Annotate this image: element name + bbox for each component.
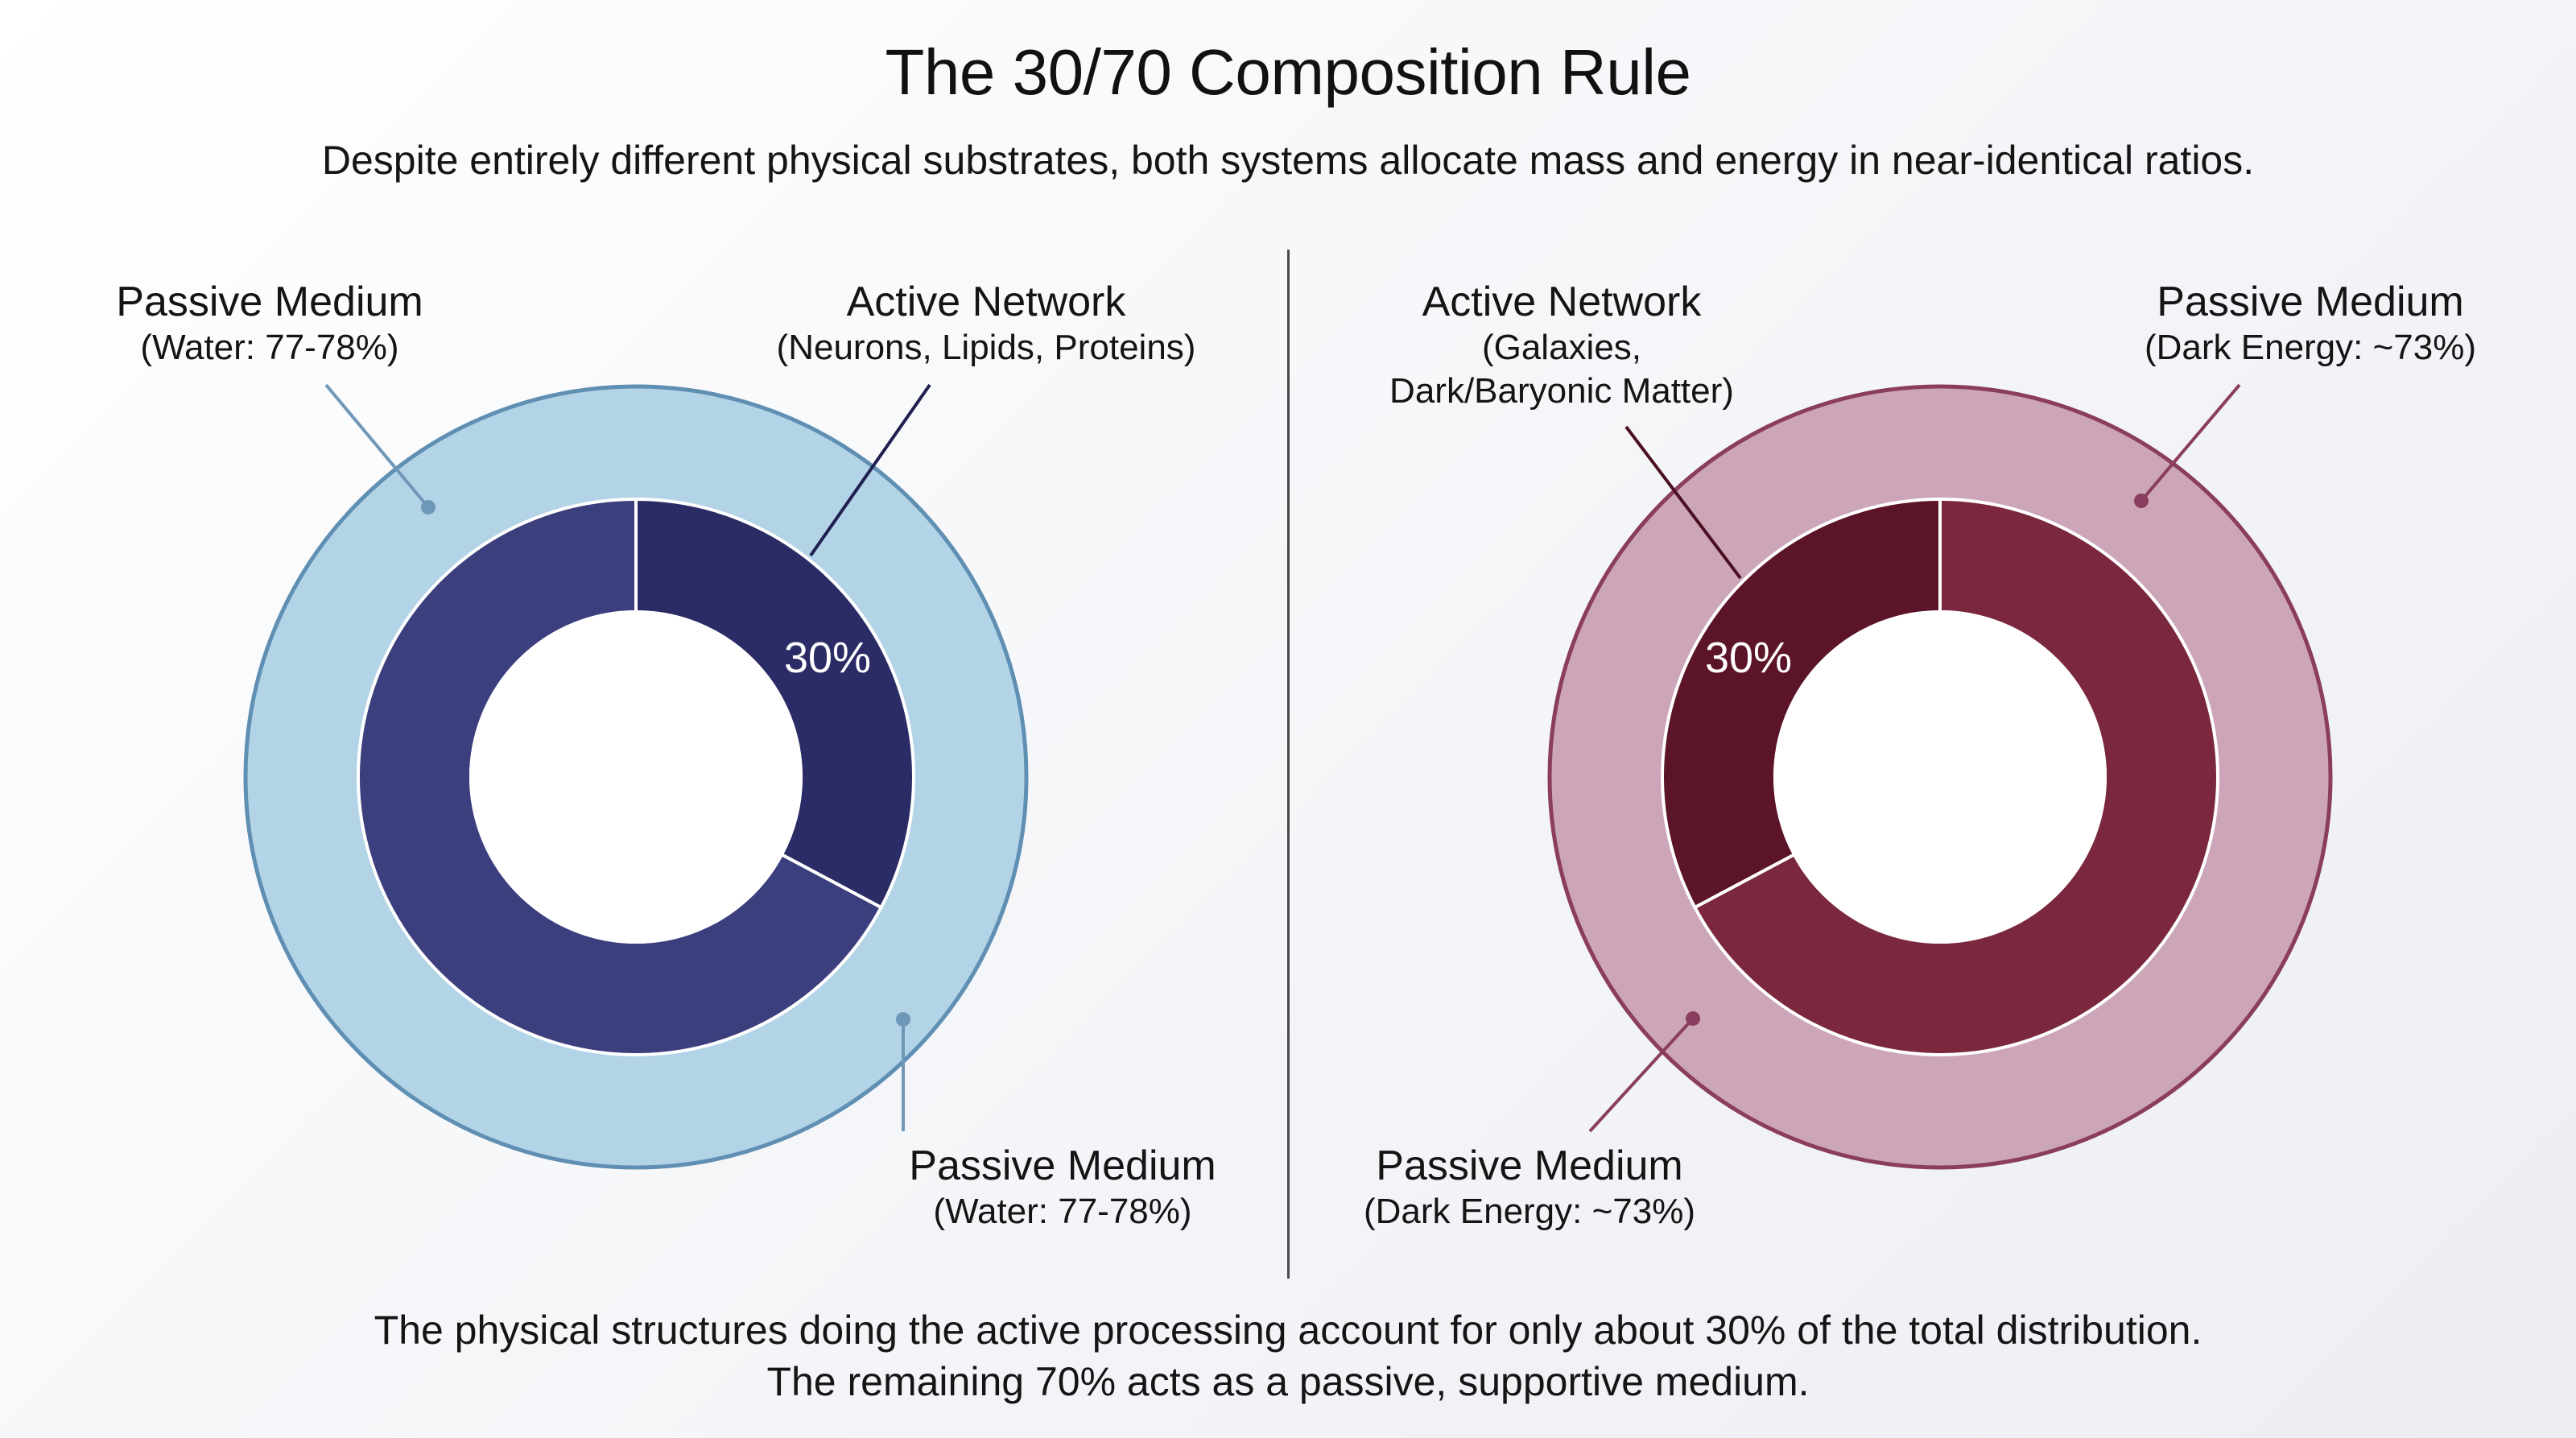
footer-line-2: The remaining 70% acts as a passive, sup…: [766, 1359, 1810, 1404]
left-label-outer-bottom: Passive Medium (Water: 77-78%): [909, 1143, 1216, 1231]
left-leader-outer-top: [324, 383, 430, 509]
right-label-outer-bottom: Passive Medium (Dark Energy: ~73%): [1363, 1143, 1696, 1231]
left-leader-lines: [324, 383, 931, 1131]
right-percent-label: 30%: [1705, 634, 1792, 682]
footer-caption: The physical structures doing the active…: [0, 1304, 2576, 1407]
right-leader-outer-bottom: [1588, 1017, 1695, 1133]
left-center-hole: [469, 610, 803, 944]
right-leader-outer-top: [2140, 383, 2241, 502]
left-leader-active: [809, 383, 931, 557]
right-leader-dot-top: [2134, 494, 2149, 508]
right-center-hole: [1773, 610, 2107, 944]
right-leader-active: [1624, 425, 1742, 580]
right-label-active: Active Network (Galaxies, Dark/Baryonic …: [1389, 279, 1734, 411]
left-percent-label: 30%: [784, 634, 871, 682]
page-title: The 30/70 Composition Rule: [885, 36, 1691, 108]
left-leader-dot-top: [421, 500, 436, 514]
right-leader-lines: [1588, 383, 2241, 1133]
center-divider: [1287, 250, 1290, 1279]
right-leader-dot-bottom: [1686, 1011, 1700, 1026]
page-subtitle: Despite entirely different physical subs…: [321, 138, 2255, 183]
footer-line-1: The physical structures doing the active…: [374, 1308, 2202, 1353]
left-label-active: Active Network (Neurons, Lipids, Protein…: [776, 279, 1196, 367]
left-label-outer-top: Passive Medium (Water: 77-78%): [116, 279, 423, 367]
right-label-outer-top: Passive Medium (Dark Energy: ~73%): [2144, 279, 2477, 367]
left-leader-dot-bottom: [896, 1012, 910, 1027]
